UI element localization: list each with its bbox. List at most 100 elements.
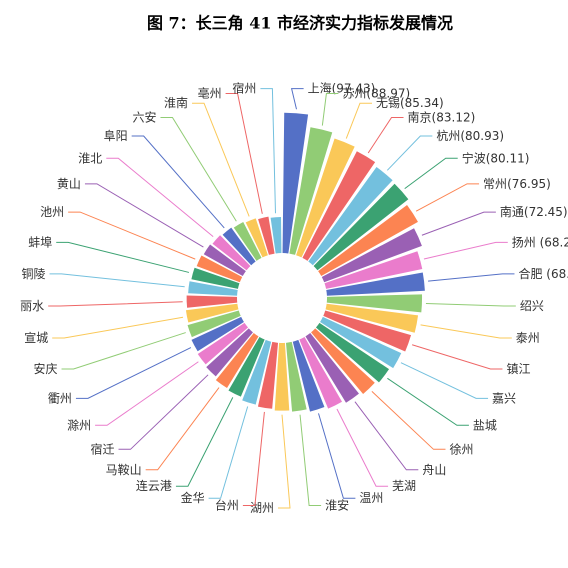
category-name: 苏州 [342,86,366,100]
category-name: 泰州 [516,330,540,344]
category-label: 淮北 [78,151,102,165]
bar [212,235,251,271]
chart-title: 图 7：长三角 41 市经济实力指标发展情况 [147,14,453,33]
leader-line [428,273,515,282]
leader-line [160,116,237,222]
category-label: 上海(97.43) [308,80,376,95]
leader-line [411,344,503,370]
category-label: 亳州 [198,85,222,100]
leader-line [318,413,356,499]
category-label: 南京(83.12) [408,109,476,124]
category-name: 宿迁 [90,441,114,456]
value-label: (72.45) [524,205,568,219]
leader-line [278,414,291,509]
category-name: 常州 [483,176,507,190]
category-name: 淮北 [78,151,102,165]
value-label: (85.34) [400,96,444,110]
category-label: 马鞍山 [106,461,142,476]
leader-line [145,387,220,471]
leader-line [425,303,516,307]
bar [257,341,279,409]
leader-line [321,93,339,126]
bar [318,205,418,277]
leader-line [299,414,322,507]
leader-line [354,401,419,471]
bar [320,316,402,369]
category-label: 连云港 [136,478,172,493]
leader-line [371,391,446,450]
bar [285,341,307,412]
leader-line [415,183,480,212]
category-name: 马鞍山 [106,461,142,476]
bar [187,310,241,338]
bar [274,342,290,411]
category-label: 台州 [215,497,239,512]
bar [242,339,272,405]
category-label: 淮安 [325,497,349,512]
category-label: 金华 [181,490,205,505]
category-name: 池州 [40,205,64,219]
category-label: 常州(76.95) [483,176,551,190]
category-name: 黄山 [57,176,81,190]
bar [222,227,256,266]
bar [311,328,375,394]
leader-line [387,377,469,426]
leader-line [56,241,190,273]
category-name: 丽水 [20,299,44,313]
leader-line [95,361,199,426]
category-name: 镇江 [506,361,530,375]
leader-line [345,102,372,139]
category-name: 温州 [359,491,383,505]
leader-line [386,135,433,171]
bar [203,244,246,277]
leader-line [242,411,265,507]
leader-line [84,183,204,248]
category-label: 丽水 [20,299,44,313]
bar [245,218,268,258]
category-label: 绍兴 [520,299,544,313]
value-label: (97.43) [332,81,376,95]
category-name: 湖州 [250,500,274,515]
category-name: 嘉兴 [492,391,516,405]
bar [197,322,249,365]
bar [191,316,244,352]
category-name: 阜阳 [104,128,128,142]
bar [305,333,359,403]
category-name: 安庆 [34,360,58,375]
category-label: 衢州 [48,391,72,405]
category-name: 杭州 [436,127,460,142]
category-label: 杭州(80.93) [436,127,504,142]
value-label: (68.1 [542,266,568,280]
category-name: 宣城 [24,329,48,344]
bar [326,294,423,313]
value-label: (88.97) [366,86,410,100]
category-name: 宿州 [232,80,256,95]
leader-line [260,88,276,214]
category-name: 台州 [215,497,239,512]
leader-line [52,316,184,339]
bar [302,151,376,261]
category-label: 湖州 [250,500,274,515]
bar [315,322,390,383]
category-name: 宁波 [462,150,486,165]
bar [228,336,265,397]
leader-line [75,347,192,399]
category-label: 黄山 [57,176,81,190]
bar [313,183,409,271]
bar [185,303,239,323]
category-name: 连云港 [136,478,172,493]
value-label: (68.21 [536,235,568,249]
bar [188,281,238,296]
leader-line [49,273,185,288]
leader-line [420,324,512,339]
bar [258,216,275,255]
bar [321,228,422,283]
category-name: 扬州 [512,234,536,249]
leader-line [336,408,389,487]
category-label: 滁州 [67,417,91,432]
category-label: 六安 [132,109,156,124]
leader-line [131,135,225,229]
leader-line [118,374,209,450]
bar [270,217,282,254]
value-label: (80.11) [486,151,530,165]
